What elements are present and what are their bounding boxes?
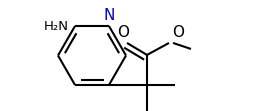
Text: N: N <box>103 8 114 23</box>
Text: O: O <box>171 25 183 40</box>
Text: H₂N: H₂N <box>44 20 69 33</box>
Text: O: O <box>117 25 129 40</box>
